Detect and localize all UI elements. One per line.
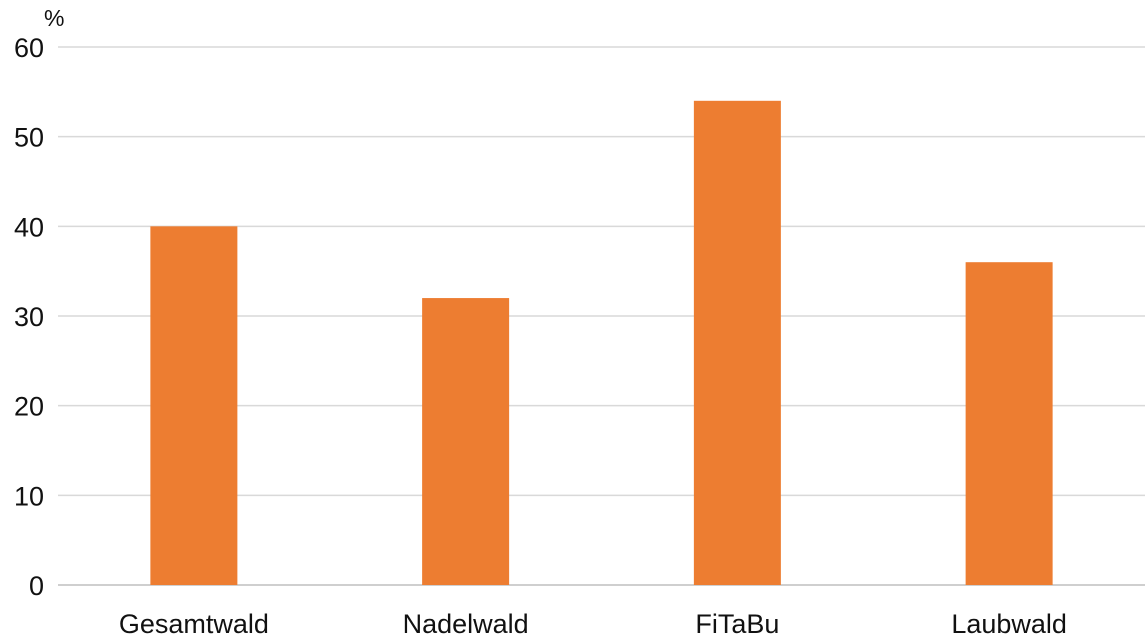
gridlines <box>58 46 1145 586</box>
y-tick-label: 40 <box>14 212 44 242</box>
y-axis-ticks: 0 10 20 30 40 50 60 <box>14 33 44 601</box>
y-tick-label: 10 <box>14 481 44 511</box>
y-tick-label: 20 <box>14 392 44 422</box>
y-tick-label: 50 <box>14 123 44 153</box>
bar <box>693 100 781 586</box>
y-axis-unit-label: % <box>44 5 64 31</box>
x-axis-ticks: Gesamtwald Nadelwald FiTaBu Laubwald <box>119 609 1067 639</box>
bar <box>965 262 1053 585</box>
bar <box>422 298 510 585</box>
x-tick-label: Gesamtwald <box>119 609 269 639</box>
bars <box>150 100 1053 586</box>
x-tick-label: Nadelwald <box>403 609 529 639</box>
y-tick-label: 60 <box>14 33 44 63</box>
y-tick-label: 30 <box>14 302 44 332</box>
x-tick-label: FiTaBu <box>695 609 779 639</box>
bar <box>150 226 238 586</box>
x-tick-label: Laubwald <box>951 609 1067 639</box>
y-tick-label: 0 <box>29 571 44 601</box>
